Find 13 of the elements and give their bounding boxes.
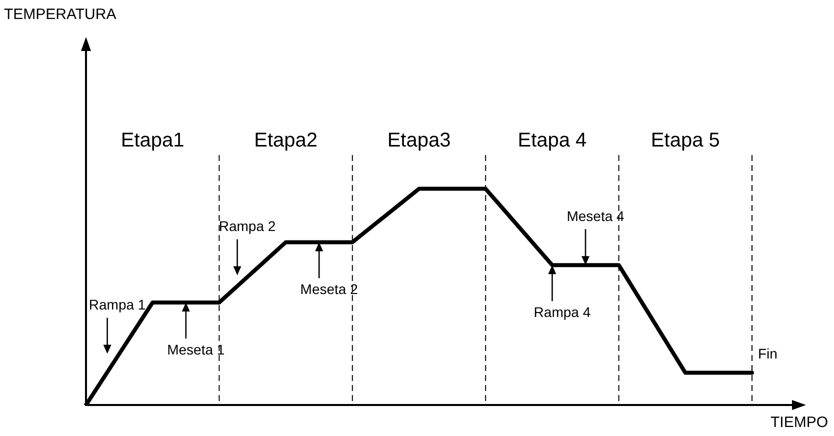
text: TEMPERATURA — [4, 6, 116, 23]
annotation: Rampa 2 — [218, 218, 276, 234]
annotation: Rampa 1 — [88, 296, 146, 313]
text: Etapa1 — [120, 130, 184, 152]
annotation: Meseta 2 — [300, 281, 358, 298]
text: Etapa3 — [387, 130, 451, 152]
annotation: Rampa 4 — [534, 304, 591, 320]
text: Fin — [758, 346, 778, 362]
annotation: Meseta 1 — [167, 341, 225, 358]
text: Etapa 5 — [650, 130, 720, 152]
text: Etapa2 — [254, 130, 318, 152]
x-axis-title: TIEMPO — [770, 414, 828, 431]
text: Etapa 4 — [518, 130, 587, 152]
